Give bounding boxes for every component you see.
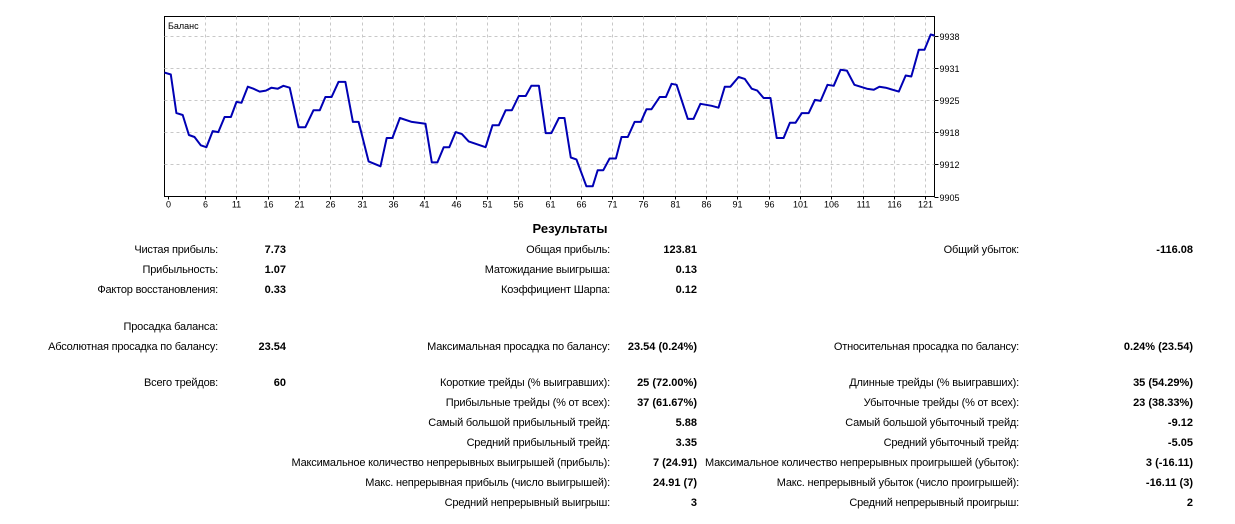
x-tick-label: 86 xyxy=(701,200,711,210)
x-tick-label: 61 xyxy=(545,200,555,210)
stat-value: 123.81 xyxy=(663,244,697,256)
stat-value: 1.07 xyxy=(264,264,286,276)
stat-value: 0.13 xyxy=(675,264,697,276)
stat-value: 3 xyxy=(690,497,697,509)
stat-value: 24.91 (7) xyxy=(652,477,697,489)
x-tick-label: 31 xyxy=(357,200,367,210)
x-tick-label: 76 xyxy=(638,200,648,210)
stat-value: 37 (61.67%) xyxy=(637,397,697,409)
stat-label: Общий убыток: xyxy=(943,244,1020,256)
stat-value: 2 xyxy=(1186,497,1193,509)
stat-label: Коэффициент Шарпа: xyxy=(501,284,610,296)
stat-label: Всего трейдов: xyxy=(144,377,218,389)
stat-value: 23.54 (0.24%) xyxy=(627,341,697,353)
stat-label: Фактор восстановления: xyxy=(97,284,218,296)
stat-label: Длинные трейды (% выигравших): xyxy=(849,377,1019,389)
stat-label: Самый большой прибыльный трейд: xyxy=(428,417,610,429)
stat-label: Короткие трейды (% выигравших): xyxy=(440,377,610,389)
y-tick-label: 9938 xyxy=(940,32,960,42)
stat-value: -9.12 xyxy=(1167,417,1193,429)
grid xyxy=(164,16,935,197)
stat-value: 0.33 xyxy=(264,284,286,296)
x-tick-label: 6 xyxy=(203,200,208,210)
stat-label: Максимальное количество непрерывных прои… xyxy=(705,457,1019,469)
y-tick-label: 9912 xyxy=(940,160,960,170)
stat-label: Максимальная просадка по балансу: xyxy=(427,341,610,353)
stat-value: 23 (38.33%) xyxy=(1133,397,1193,409)
stat-value: 35 (54.29%) xyxy=(1133,377,1193,389)
x-axis: 0 6 11 16 21 26 31 36 41 46 51 56 61 66 71 76 81 86 91 96 10… xyxy=(166,196,933,210)
stat-value: 3 (-16.11) xyxy=(1145,457,1193,469)
x-tick-label: 26 xyxy=(325,200,335,210)
balance-chart: 0 6 11 16 21 26 31 36 41 46 51 56 61 66 71 76 81 86 91 96 10… xyxy=(164,16,960,210)
stat-label: Средний непрерывный выигрыш: xyxy=(444,497,611,509)
x-tick-label: 66 xyxy=(576,200,586,210)
stat-label: Чистая прибыль: xyxy=(134,244,218,256)
chart-title: Баланс xyxy=(168,21,199,31)
x-tick-label: 16 xyxy=(263,200,273,210)
stat-value: 0.12 xyxy=(675,284,697,296)
stat-label: Прибыльные трейды (% от всех): xyxy=(445,397,610,409)
y-axis: 9905 9912 9918 9925 9931 9938 xyxy=(934,32,960,203)
stat-value: 7.73 xyxy=(264,244,286,256)
x-tick-label: 0 xyxy=(166,200,171,210)
stat-label: Просадка баланса: xyxy=(123,321,219,333)
stat-label: Средний убыточный трейд: xyxy=(883,437,1020,449)
stat-label: Самый большой убыточный трейд: xyxy=(845,417,1019,429)
stat-value: 25 (72.00%) xyxy=(637,377,697,389)
x-tick-label: 56 xyxy=(513,200,523,210)
x-tick-label: 121 xyxy=(918,200,933,210)
stat-value: -116.08 xyxy=(1156,244,1193,256)
stat-value: 7 (24.91) xyxy=(652,457,697,469)
x-tick-label: 116 xyxy=(887,200,901,210)
stat-value: 3.35 xyxy=(675,437,697,449)
stat-label: Средний непрерывный проигрыш: xyxy=(849,497,1019,509)
x-tick-label: 111 xyxy=(857,200,871,210)
y-tick-label: 9905 xyxy=(940,193,960,203)
x-tick-label: 71 xyxy=(607,200,617,210)
stat-label: Максимальное количество непрерывных выиг… xyxy=(291,457,611,469)
y-tick-label: 9925 xyxy=(940,96,960,106)
x-tick-label: 51 xyxy=(482,200,492,210)
x-tick-label: 41 xyxy=(419,200,429,210)
x-tick-label: 81 xyxy=(670,200,680,210)
stat-label: Абсолютная просадка по балансу: xyxy=(48,341,218,353)
x-tick-label: 36 xyxy=(388,200,398,210)
stat-label: Макс. непрерывная прибыль (число выигрыш… xyxy=(365,477,610,489)
stat-label: Общая прибыль: xyxy=(526,244,610,256)
y-tick-label: 9931 xyxy=(940,64,960,74)
stat-value: 5.88 xyxy=(675,417,697,429)
plot-area xyxy=(164,16,935,197)
stat-label: Убыточные трейды (% от всех): xyxy=(863,397,1020,409)
stat-label: Прибыльность: xyxy=(142,264,219,276)
x-tick-label: 101 xyxy=(793,200,808,210)
stat-label: Относительная просадка по балансу: xyxy=(833,341,1019,353)
x-tick-label: 11 xyxy=(232,200,241,210)
x-tick-label: 106 xyxy=(824,200,839,210)
x-tick-label: 21 xyxy=(294,200,304,210)
x-tick-label: 46 xyxy=(451,200,461,210)
stat-label: Макс. непрерывный убыток (число проигрыш… xyxy=(776,477,1019,489)
x-tick-label: 96 xyxy=(764,200,774,210)
balance-line xyxy=(164,33,935,188)
stat-value: 23.54 xyxy=(258,341,286,353)
stat-value: -16.11 (3) xyxy=(1145,477,1193,489)
x-tick-label: 91 xyxy=(732,200,742,210)
stat-value: 0.24% (23.54) xyxy=(1123,341,1193,353)
results-heading: Результаты xyxy=(532,221,608,236)
stat-label: Средний прибыльный трейд: xyxy=(466,437,611,449)
stat-value: 60 xyxy=(273,377,286,389)
stat-value: -5.05 xyxy=(1167,437,1193,449)
y-tick-label: 9918 xyxy=(940,128,960,138)
stat-label: Матожидание выигрыша: xyxy=(484,264,610,276)
